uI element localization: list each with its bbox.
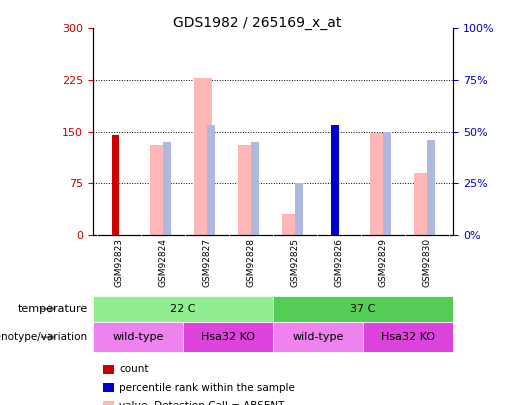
Text: Hsa32 KO: Hsa32 KO <box>381 332 435 342</box>
Text: count: count <box>119 364 149 374</box>
Text: value, Detection Call = ABSENT: value, Detection Call = ABSENT <box>119 401 285 405</box>
Bar <box>370 133 388 235</box>
Bar <box>383 132 390 235</box>
Text: GSM92824: GSM92824 <box>159 238 167 287</box>
Bar <box>194 78 212 235</box>
FancyBboxPatch shape <box>273 296 453 322</box>
FancyBboxPatch shape <box>363 322 453 352</box>
Text: temperature: temperature <box>18 304 88 314</box>
Text: 22 C: 22 C <box>170 304 196 314</box>
Text: GSM92823: GSM92823 <box>114 238 124 287</box>
Bar <box>295 183 303 235</box>
Text: GSM92828: GSM92828 <box>247 238 255 287</box>
Text: GSM92829: GSM92829 <box>379 238 387 287</box>
Text: GSM92827: GSM92827 <box>202 238 212 287</box>
Bar <box>427 140 435 235</box>
Bar <box>150 145 168 235</box>
Text: wild-type: wild-type <box>293 332 344 342</box>
Text: genotype/variation: genotype/variation <box>0 332 88 342</box>
Text: percentile rank within the sample: percentile rank within the sample <box>119 383 296 392</box>
FancyBboxPatch shape <box>183 322 273 352</box>
Text: GSM92826: GSM92826 <box>334 238 344 287</box>
Text: 37 C: 37 C <box>350 304 376 314</box>
Text: GSM92825: GSM92825 <box>290 238 299 287</box>
Bar <box>112 135 118 235</box>
Bar <box>238 145 256 235</box>
Bar <box>414 173 432 235</box>
Text: wild-type: wild-type <box>112 332 163 342</box>
Bar <box>282 214 300 235</box>
Bar <box>163 142 171 235</box>
FancyBboxPatch shape <box>93 322 183 352</box>
Bar <box>332 125 338 235</box>
Bar <box>207 126 215 235</box>
Text: Hsa32 KO: Hsa32 KO <box>201 332 255 342</box>
FancyBboxPatch shape <box>93 296 273 322</box>
Bar <box>251 142 259 235</box>
Bar <box>331 126 339 235</box>
Text: GDS1982 / 265169_x_at: GDS1982 / 265169_x_at <box>174 16 341 30</box>
Text: GSM92830: GSM92830 <box>422 238 432 287</box>
FancyBboxPatch shape <box>273 322 363 352</box>
